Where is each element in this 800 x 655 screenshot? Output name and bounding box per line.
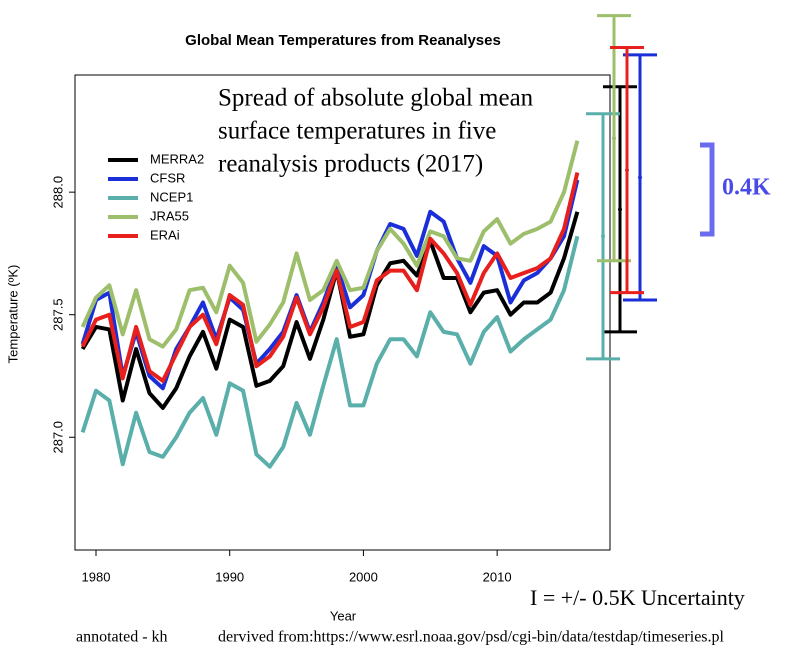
spread-label: 0.4K <box>722 175 771 201</box>
plot-frame <box>74 74 611 551</box>
series-line <box>80 140 580 349</box>
y-tick-label: 288.0 <box>50 176 65 209</box>
legend-label: ERAi <box>150 227 180 242</box>
footer-right: dervived from:https://www.esrl.noaa.gov/… <box>218 629 725 646</box>
annotation-line: Spread of absolute global mean <box>218 85 534 112</box>
annotation-line: surface temperatures in five <box>218 118 496 145</box>
uncertainty-center <box>612 136 616 141</box>
series-line <box>80 235 580 469</box>
x-tick-label: 2010 <box>483 569 512 584</box>
spread-bracket <box>700 142 715 237</box>
uncertainty-center <box>638 175 642 180</box>
annotation-line: reanalysis products (2017) <box>218 151 483 178</box>
series-line <box>80 172 580 383</box>
uncertainty-label: I = +/- 0.5K Uncertainty <box>530 585 745 610</box>
legend-label: MERRA2 <box>150 151 204 166</box>
legend-label: JRA55 <box>150 208 189 223</box>
x-tick-label: 2000 <box>349 569 378 584</box>
y-tick-label: 287.0 <box>50 421 65 454</box>
uncertainty-center <box>618 207 622 212</box>
uncertainty-center <box>601 234 605 239</box>
x-axis-label: Year <box>330 608 357 623</box>
legend-label: NCEP1 <box>150 189 193 204</box>
series-line <box>80 211 580 410</box>
chart-title: Global Mean Temperatures from Reanalyses <box>185 32 501 49</box>
y-axis-label: Temperature (ºK) <box>5 265 20 364</box>
x-tick-label: 1980 <box>82 569 111 584</box>
y-tick-label: 287.5 <box>50 298 65 331</box>
legend-label: CFSR <box>150 170 185 185</box>
footer-left: annotated - kh <box>76 629 168 646</box>
x-tick-label: 1990 <box>215 569 244 584</box>
uncertainty-center <box>625 168 629 173</box>
